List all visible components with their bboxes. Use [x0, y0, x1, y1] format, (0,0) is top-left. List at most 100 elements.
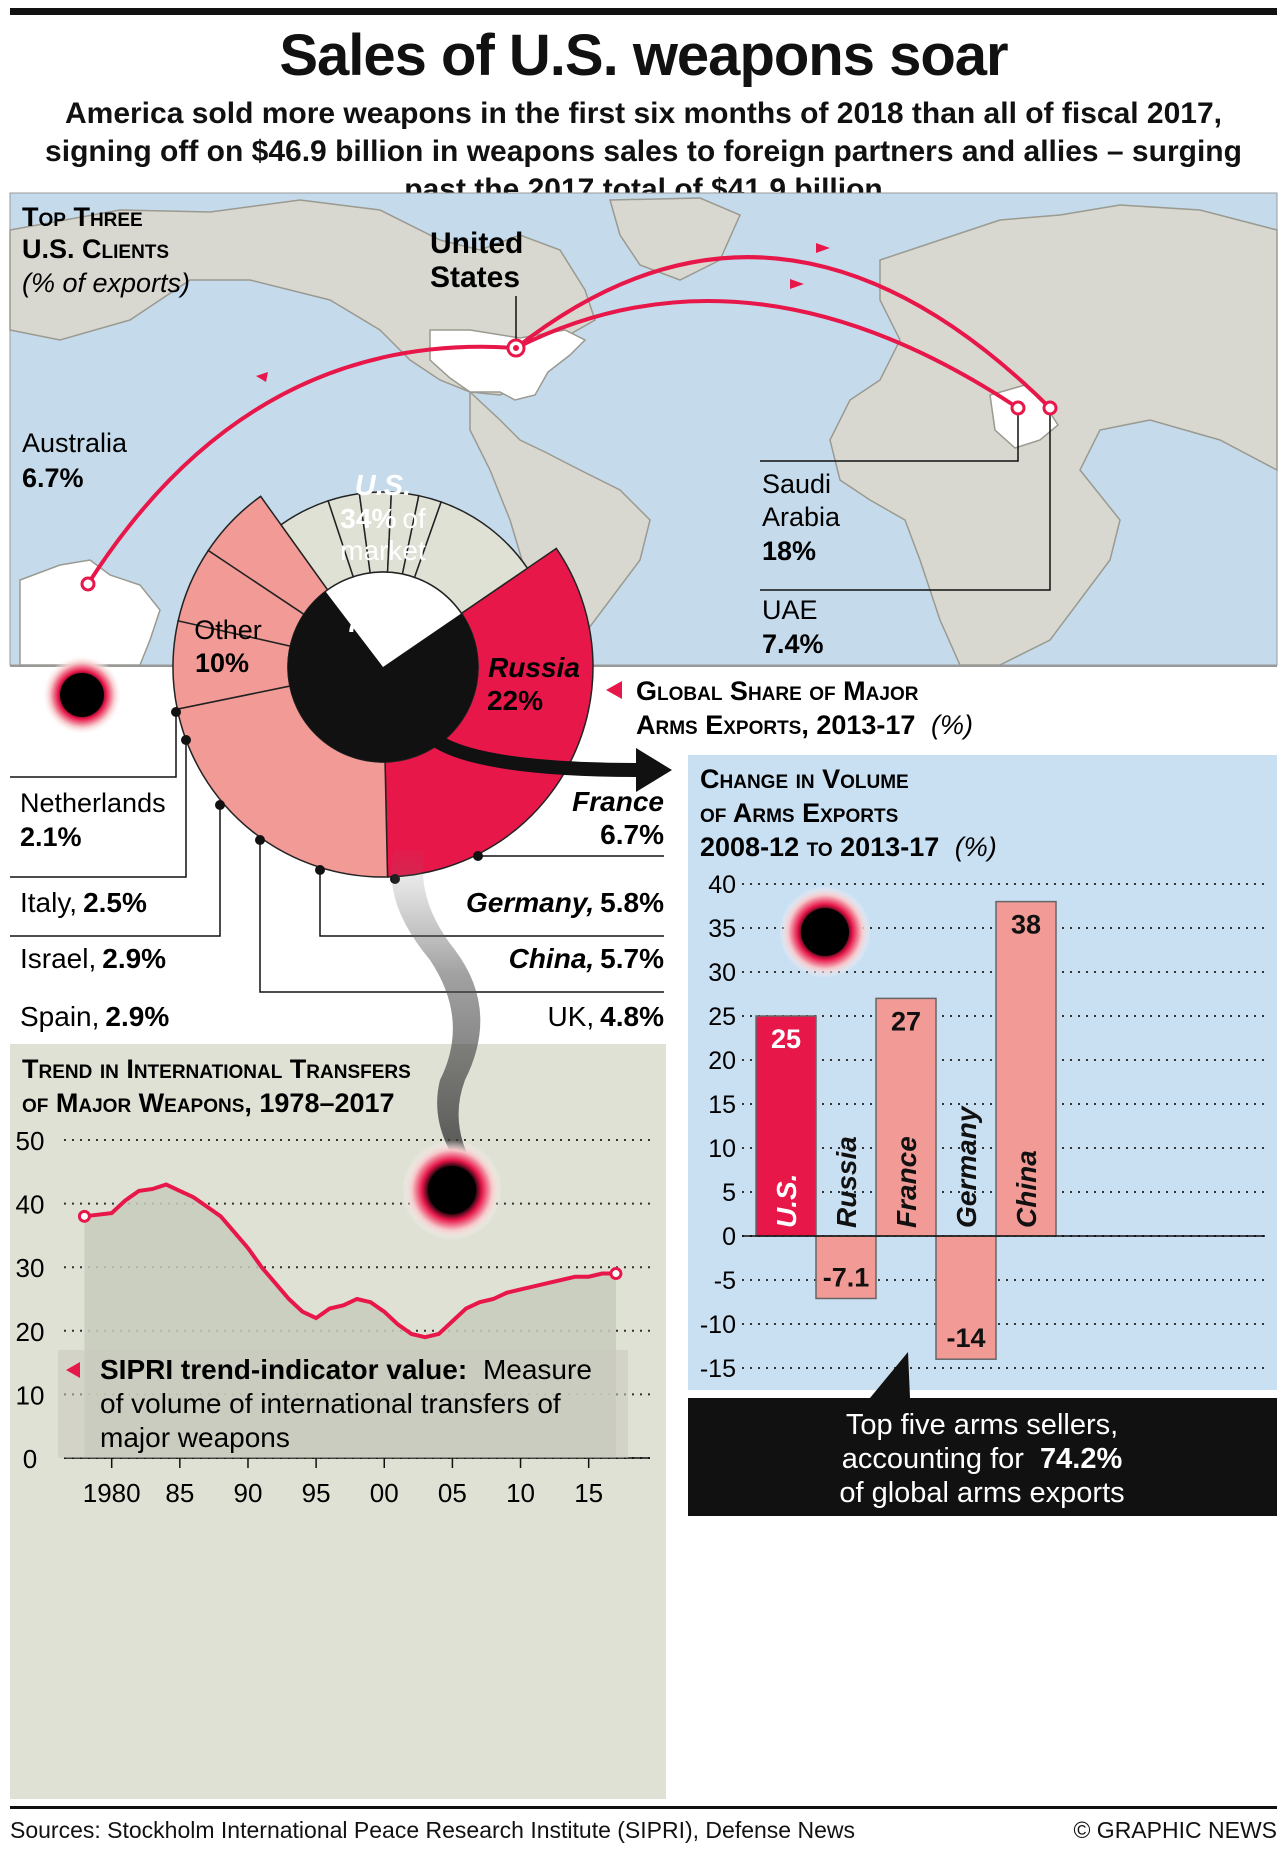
donut-inner-top-five — [288, 591, 478, 762]
caption-line2-bold: 74.2% — [1040, 1443, 1122, 1475]
client-label-saudi-line1: Saudi — [762, 469, 831, 499]
bar-category-russia: Russia — [831, 1136, 862, 1228]
trend-note-line2: of volume of international transfers of — [100, 1388, 561, 1419]
callout-dot — [255, 835, 265, 845]
arc-to-uae — [514, 255, 1052, 410]
callout-value-israel: 2.9% — [102, 943, 166, 974]
caption-pointer — [870, 1352, 910, 1398]
bar-ytick-label: 25 — [708, 1003, 736, 1031]
donut-heading-years: Arms Exports, 2013-17 — [636, 710, 915, 740]
trend-note-line1: SIPRI trend-indicator value: Measure — [100, 1354, 592, 1385]
trend-note-bg — [58, 1350, 628, 1458]
client-value-uae: 7.4% — [762, 629, 824, 659]
bar-ytick-label: 20 — [708, 1047, 736, 1075]
callout-value-germany: 5.8% — [600, 887, 664, 918]
bar-ytick-label: 5 — [722, 1179, 736, 1207]
callout-label-italy: Italy, 2.5% — [20, 887, 147, 918]
callout-label-spain: Spain, 2.9% — [20, 1001, 169, 1032]
south-america-landmass — [469, 390, 651, 666]
bar-ytick-label: 30 — [708, 959, 736, 987]
callout-label-china: China, 5.7% — [509, 943, 664, 974]
callout-value-china: 5.7% — [600, 943, 664, 974]
callout-value-uk: 4.8% — [600, 1001, 664, 1032]
bar-value-us: 25 — [771, 1024, 801, 1054]
bar-value-france: 27 — [891, 1006, 921, 1036]
trend-note-bold: SIPRI trend-indicator value: — [100, 1354, 467, 1385]
callout-name-germany: Germany, — [466, 887, 594, 918]
trend-ytick-label: 30 — [16, 1253, 45, 1283]
bar-ytick-label: -15 — [700, 1355, 736, 1383]
bullet-hole-map — [42, 655, 122, 735]
arc-to-australia — [86, 344, 517, 586]
callout-name-china: China, — [509, 943, 595, 974]
top-rule — [10, 8, 1277, 15]
bar-ytick-label: 0 — [722, 1223, 736, 1251]
callout-label-uk: UK, 4.8% — [547, 1001, 664, 1032]
footer-sources: Sources: Stockholm International Peace R… — [10, 1817, 856, 1843]
callout-name-netherlands: Netherlands — [20, 788, 166, 818]
callout-name-israel: Israel, — [20, 943, 96, 974]
origin-label-line2: States — [430, 261, 520, 294]
callout-value-spain: 2.9% — [105, 1001, 169, 1032]
bar-value-china: 38 — [1011, 910, 1041, 940]
slice-label-russia-name: Russia — [488, 652, 580, 683]
trend-xtick-label: 85 — [165, 1478, 194, 1508]
map-heading-line1: Top Three — [22, 202, 143, 232]
client-label-saudi-line2: Arabia — [762, 502, 841, 532]
bar-category-us: U.S. — [771, 1174, 802, 1228]
marker-uae — [1042, 400, 1058, 416]
trend-xtick-label: 10 — [506, 1478, 535, 1508]
trend-xtick-label: 90 — [234, 1478, 263, 1508]
bar-ytick-label: 15 — [708, 1091, 736, 1119]
bar-france — [875, 997, 937, 1237]
bars-heading-line1: Change in Volume — [700, 764, 909, 794]
callout-label-israel: Israel, 2.9% — [20, 943, 166, 974]
trend-xtick-label: 00 — [370, 1478, 399, 1508]
callout-dot — [473, 851, 483, 861]
trend-note-line3: major weapons — [100, 1422, 290, 1453]
footer: Sources: Stockholm International Peace R… — [10, 1806, 1277, 1844]
trend-note-marker — [66, 1362, 80, 1378]
bars-heading-unit: (%) — [955, 832, 997, 862]
callout-label-germany: Germany, 5.8% — [466, 887, 664, 918]
trend-xtick-label: 15 — [574, 1478, 603, 1508]
trend-heading-line1: Trend in International Transfers — [22, 1054, 411, 1084]
client-value-saudi: 18% — [762, 536, 816, 566]
callout-dot — [215, 800, 225, 810]
client-label-uae: UAE — [762, 595, 818, 625]
callout-dot — [315, 865, 325, 875]
marker-australia — [80, 576, 96, 592]
bar-value-russia: -7.1 — [823, 1262, 870, 1292]
origin-label-line1: United — [430, 227, 523, 260]
bar-category-france: France — [891, 1136, 922, 1228]
trend-xtick-label: 1980 — [83, 1478, 141, 1508]
donut-heading-line2: Arms Exports, 2013-17 (%) — [636, 710, 973, 740]
callout-value-italy: 2.5% — [83, 887, 147, 918]
bar-ytick-label: 40 — [708, 871, 736, 899]
caption-box — [688, 1398, 1277, 1516]
caption-line2: accounting for 74.2% — [842, 1443, 1123, 1475]
marker-saudi — [1010, 400, 1026, 416]
slice-label-us-of: of — [402, 503, 426, 534]
bar-ytick-label: 35 — [708, 915, 736, 943]
callout-dot — [171, 707, 181, 717]
trend-heading-line2: of Major Weapons, 1978–2017 — [22, 1088, 395, 1118]
caption-line3: of global arms exports — [839, 1477, 1124, 1509]
bar-germany — [935, 1235, 997, 1360]
bullet-hole-trend — [402, 1140, 502, 1240]
bars-heading-line2: of Arms Exports — [700, 798, 898, 828]
bar-category-germany: Germany — [951, 1105, 982, 1228]
slice-label-us-name: U.S. — [355, 470, 411, 502]
slice-label-russia-value: 22% — [487, 685, 543, 716]
trend-line — [84, 1182, 616, 1340]
bar-ytick-label: -10 — [700, 1311, 736, 1339]
client-label-australia: Australia — [22, 428, 128, 458]
trend-ytick-label: 10 — [16, 1380, 45, 1410]
donut-heading-unit: (%) — [931, 710, 973, 740]
trend-ytick-label: 40 — [16, 1190, 45, 1220]
trend-ytick-label: 50 — [16, 1126, 45, 1156]
smoke-trail — [391, 850, 481, 1160]
donut-to-bars-arrow — [425, 730, 641, 777]
